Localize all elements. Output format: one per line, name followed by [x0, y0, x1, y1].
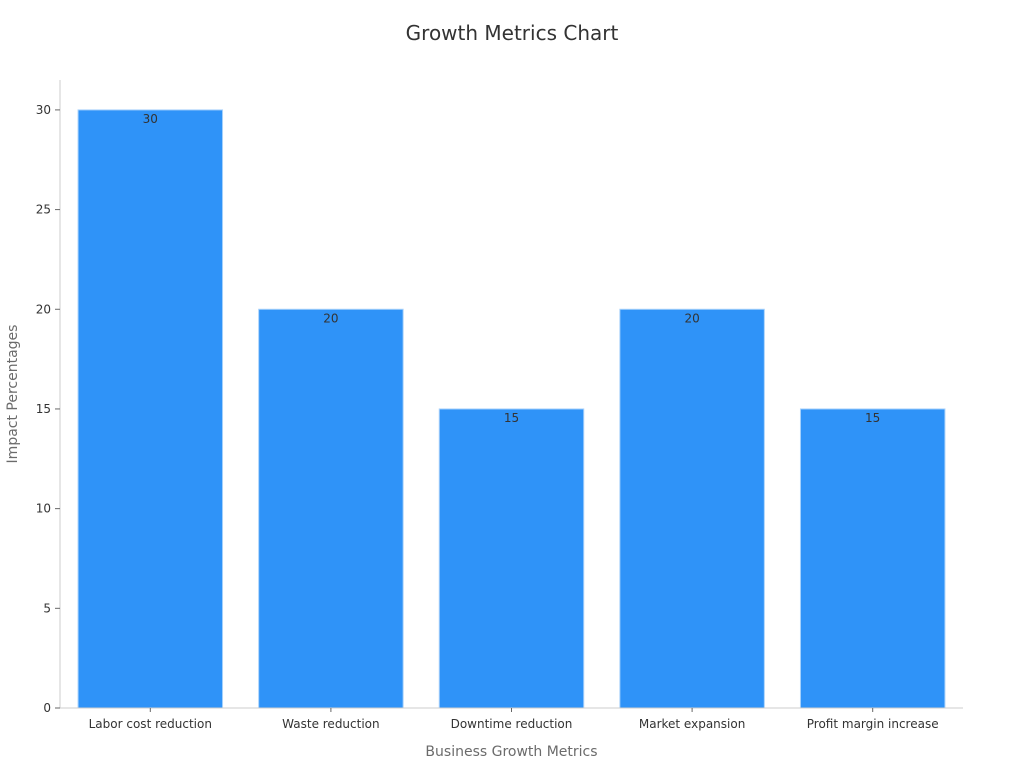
x-tick-label-0: Labor cost reduction — [89, 717, 212, 731]
data-label-1: 20 — [323, 311, 338, 325]
chart-title: Growth Metrics Chart — [406, 21, 619, 45]
y-tick-label-2: 10 — [36, 502, 51, 516]
y-tick-label-3: 15 — [36, 402, 51, 416]
x-tick-label-3: Market expansion — [639, 717, 745, 731]
bars-layer — [77, 109, 946, 709]
data-label-4: 15 — [865, 411, 880, 425]
y-tick-label-0: 0 — [43, 701, 51, 715]
x-tick-label-1: Waste reduction — [282, 717, 379, 731]
x-tick-label-4: Profit margin increase — [807, 717, 939, 731]
bar-2 — [438, 408, 585, 709]
y-tick-label-5: 25 — [36, 203, 51, 217]
x-axis-ticks: Labor cost reduction Waste reduction Downt… — [89, 708, 939, 731]
x-tick-label-2: Downtime reduction — [451, 717, 573, 731]
x-axis-title: Business Growth Metrics — [425, 744, 597, 760]
bar-1 — [258, 308, 404, 709]
data-label-3: 20 — [684, 311, 699, 325]
y-tick-label-6: 30 — [36, 103, 51, 117]
y-tick-label-1: 5 — [43, 601, 51, 615]
y-tick-label-4: 20 — [36, 302, 51, 316]
y-axis-ticks: 0 5 10 15 20 25 30 — [36, 103, 60, 715]
data-labels-layer: 30 20 15 20 15 — [143, 112, 881, 425]
data-label-2: 15 — [504, 411, 519, 425]
bar-4 — [799, 408, 946, 709]
y-axis-title: Impact Percentages — [5, 325, 21, 464]
data-label-0: 30 — [143, 112, 158, 126]
bar-3 — [619, 308, 765, 709]
bar-0 — [77, 109, 224, 709]
